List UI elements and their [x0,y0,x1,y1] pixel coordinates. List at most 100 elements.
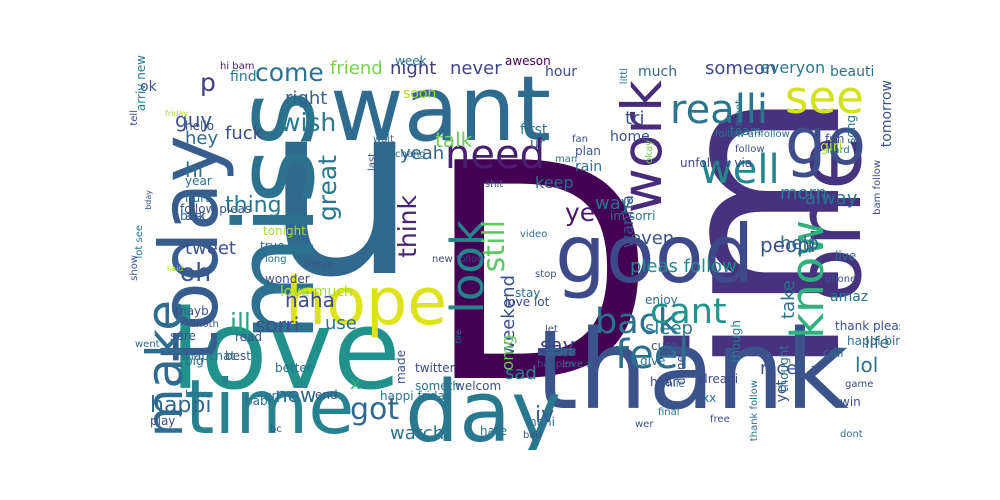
word-hi: hi [185,158,204,182]
word-great: great [313,155,342,222]
word-love-much: love much [280,284,353,300]
word-hey: hey [185,128,219,149]
word-hear: hear [650,375,678,389]
word-team: team [730,124,762,138]
word-friend: friend [330,58,383,79]
word-fuck: fuck [225,123,264,144]
word-tweet: tweet [185,238,236,259]
word-bday: bday [144,190,153,210]
word-smile: smile [658,379,685,390]
word-need: need [445,132,545,178]
word-made: made [394,350,408,385]
word-alway: alway [805,188,858,209]
word-help: help [780,233,819,254]
word-big: big [185,354,204,368]
word-back: back [595,302,679,342]
word-nice: nice [760,358,798,379]
word-let: let [545,324,558,335]
word-hour: hour [545,64,578,80]
word-meet: meet [734,100,745,126]
word-follow-pleas: follow pleas [180,202,252,216]
word-live: live [835,249,857,263]
word-read: read [235,330,263,344]
word-say: say [540,333,575,357]
word-got: got [350,392,400,427]
word-think: think [393,195,422,258]
word-last: last [367,153,378,172]
word-come: come [255,58,324,87]
word-play: play [150,414,176,428]
word-omg: omg [498,335,517,371]
word-dont: dont [840,429,863,440]
word-iv: iv [535,403,555,428]
word-happi-birthday: happi birthday [847,334,900,348]
word-anoth: anoth [190,319,219,330]
word-man: man [555,154,578,165]
word-xx: xx [702,391,717,405]
word-welcom: welcom [455,379,502,393]
word-true: true [260,239,285,253]
word-wait: wait [373,134,395,145]
word-mayb: mayb [175,304,209,318]
word-unfollow-via: unfollow via [680,156,753,170]
word-mani: mani [525,415,555,429]
word-phone: phone [825,274,857,285]
word-way: way [595,193,632,214]
word-hi-bam: hi bam [220,61,255,72]
word-haha: haha [285,288,335,312]
word-right: right [285,88,328,109]
word-arriv-new: arriv new [134,55,148,112]
word-day: day [405,363,562,450]
word-follow: follow [735,144,765,155]
word-okay: okay [644,140,655,164]
word-enjoy: enjoy [645,293,678,307]
word-d: D [425,100,657,449]
word-fan: fan [572,134,588,145]
word-bc: bc [270,424,282,435]
word-friday: friday [165,109,189,118]
word-oh: oh [180,258,212,287]
word-new-follow: new follow [432,254,486,265]
word-long: long [265,254,287,265]
word-wish: wish [280,108,337,137]
word-fun: fun [825,132,845,146]
word-ok: ok [140,79,157,95]
word-ye: ye [565,198,596,227]
word-video: video [520,229,548,240]
word-morn: morn [780,183,828,204]
word-amaz: amaz [830,289,869,305]
word-start: start [545,345,573,359]
word-free: free [710,414,730,425]
word-pleas-follow: pleas follow [630,256,737,277]
word-cri: cri [265,389,280,403]
word-stay: stay [515,286,541,300]
word-alreadi: alreadi [697,372,739,386]
word-soon: soon [403,86,437,102]
word-new: new [275,383,317,407]
word-happen: happen [537,359,575,370]
word-sorri: sorri [255,313,300,337]
word-id: id [811,365,822,375]
word-p: p [200,68,216,97]
word-song: song [844,115,858,144]
word-find: find [230,69,257,85]
word-week: week [395,54,427,68]
word-sad: sad [505,363,537,384]
word-feel: feel [615,332,690,378]
word-dm: dm [287,245,304,256]
word-lol: lol [855,353,879,377]
word-wonder: wonder [265,272,310,286]
word-well: well [700,147,780,193]
word-game: game [845,379,874,390]
word-cute: cute [651,339,678,353]
word-tire: tire [454,330,463,344]
word-mean: mean [305,259,334,270]
word-first: first [520,122,548,138]
word-ur: ur [530,136,545,152]
word-realli: realli [670,87,769,133]
word-thank: thank [535,306,849,434]
word-good: good [555,208,755,301]
word-snapchat: snapchat [180,349,236,363]
word-hope: hope [285,265,448,340]
